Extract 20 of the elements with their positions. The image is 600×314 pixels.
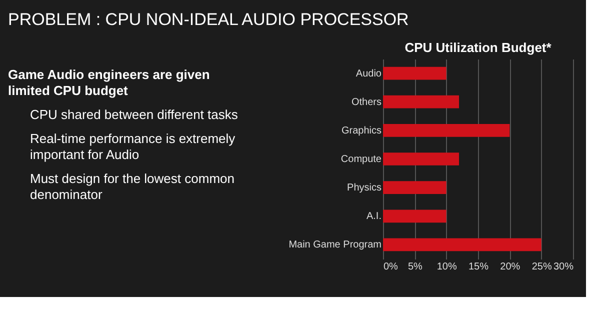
x-tick-label: 15% bbox=[468, 262, 489, 272]
y-tick-label: A.I. bbox=[366, 211, 382, 222]
y-tick-label: Compute bbox=[340, 154, 382, 165]
x-tick-label: 25% bbox=[532, 262, 552, 272]
x-tick-label: 20% bbox=[500, 262, 520, 272]
text: CPU shared between different tasks bbox=[30, 107, 238, 122]
text: Must design for the lowest common denominator bbox=[30, 171, 234, 202]
y-tick-label: Others bbox=[351, 96, 382, 108]
y-tick-label: Audio bbox=[356, 68, 382, 80]
y-tick-label: Main Game Program bbox=[288, 240, 382, 251]
y-tick-label: Graphics bbox=[341, 125, 382, 136]
chart-title: CPU Utilization Budget* bbox=[404, 40, 552, 55]
y-tick-label: Physics bbox=[347, 182, 382, 194]
x-tick-label: 5% bbox=[408, 262, 422, 272]
x-tick-label: 0% bbox=[384, 262, 398, 272]
x-tick-label: 10% bbox=[436, 262, 457, 272]
text: Real-time performance is extremely important for Audio bbox=[30, 131, 236, 162]
text: PROBLEM : CPU NON-IDEAL AUDIO PROCESSOR bbox=[8, 10, 409, 29]
text: Game Audio engineers are given limited CPU budget bbox=[8, 67, 210, 98]
x-tick-label: 30% bbox=[553, 262, 574, 272]
